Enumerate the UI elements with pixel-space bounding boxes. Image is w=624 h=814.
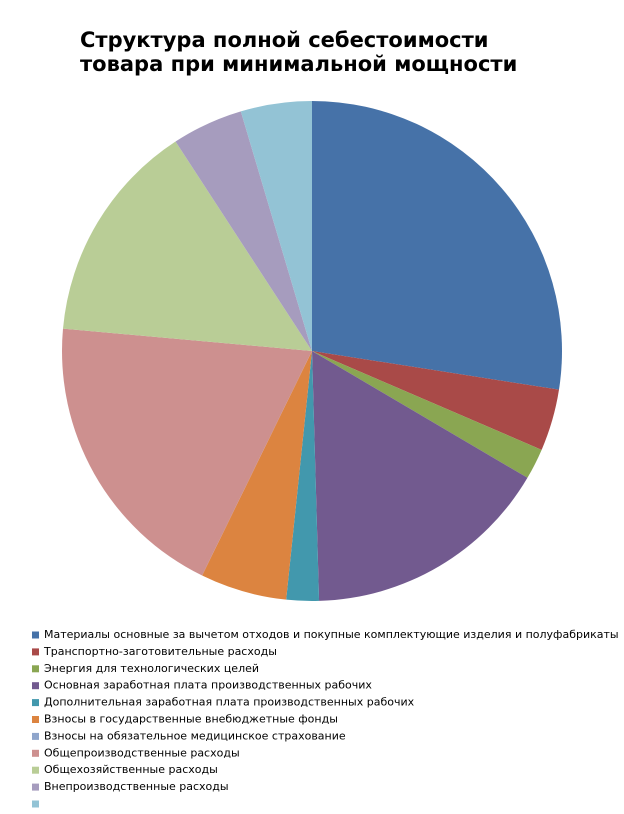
legend-swatch	[32, 800, 39, 808]
pie-slice	[202, 351, 312, 600]
legend-label: Общехозяйственные расходы	[44, 763, 218, 776]
legend-swatch	[32, 648, 39, 656]
legend-label: Транспортно-заготовительные расходы	[43, 645, 277, 658]
legend-swatch	[32, 699, 39, 707]
pie-slice	[175, 111, 312, 351]
legend-label: Взносы в государственные внебюджетные фо…	[44, 713, 338, 726]
legend-label: Материалы основные за вычетом отходов и …	[44, 628, 619, 641]
legend-swatch	[32, 749, 39, 757]
chart-title: Структура полной себестоимости товара пр…	[80, 28, 518, 76]
legend-swatch	[32, 732, 39, 740]
pie-slice	[240, 101, 312, 351]
legend-swatch	[32, 682, 39, 690]
legend-label: Энергия для технологических целей	[44, 662, 259, 675]
legend-label: Взносы на обязательное медицинское страх…	[44, 729, 346, 742]
legend-swatch	[32, 716, 39, 723]
pie-slice	[286, 351, 320, 601]
legend-swatch	[32, 783, 39, 791]
legend-label: Общепроизводственные расходы	[44, 746, 240, 759]
pie-slice	[312, 351, 559, 450]
pie-slice	[61, 328, 313, 576]
legend-swatch	[32, 766, 39, 774]
legend-label: Внепроизводственные расходы	[44, 780, 229, 793]
pie-slice	[312, 101, 562, 390]
legend-swatch	[32, 631, 39, 639]
legend-label: Дополнительная заработная плата производ…	[44, 696, 415, 709]
pie-slice	[312, 351, 528, 601]
legend-swatch	[32, 665, 39, 673]
pie-slice	[312, 351, 542, 478]
legend-label: Основная заработная плата производственн…	[44, 679, 372, 692]
pie-slice	[62, 141, 312, 351]
